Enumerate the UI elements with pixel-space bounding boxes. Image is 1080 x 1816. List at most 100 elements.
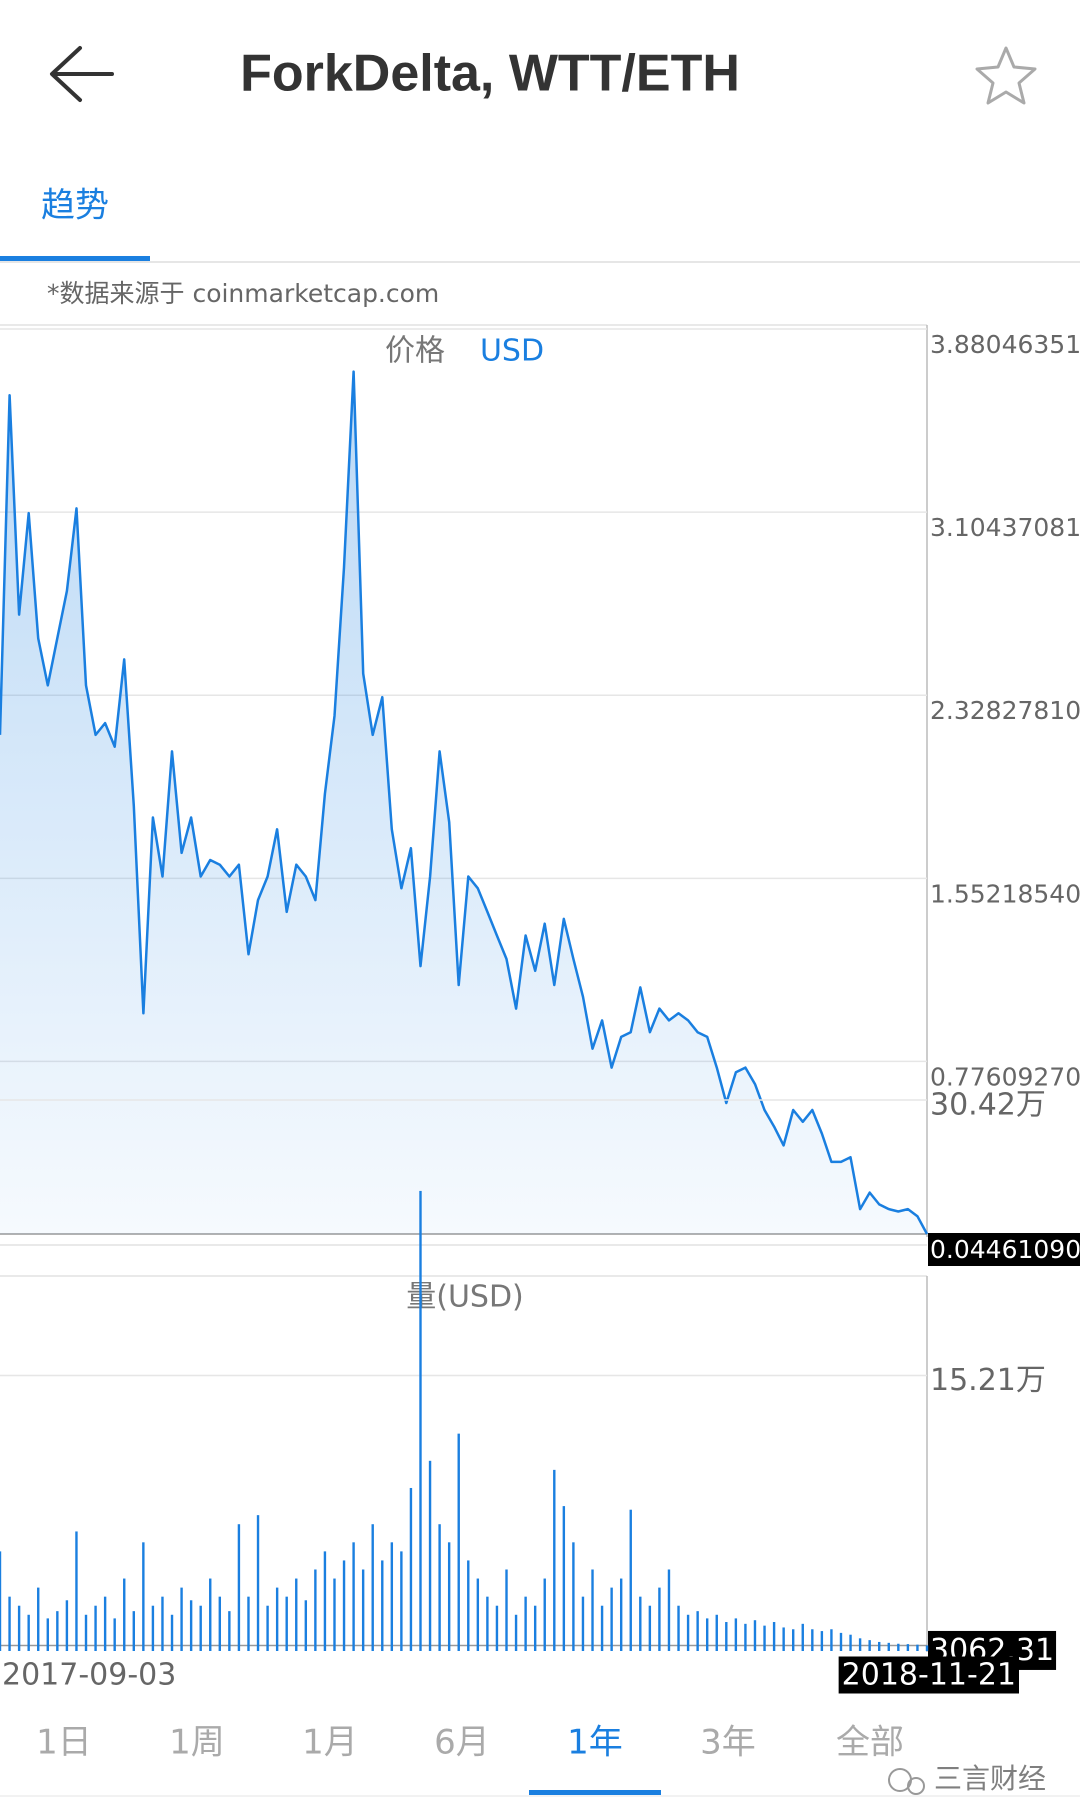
volume-bar [209, 1578, 212, 1651]
volume-bar [447, 1542, 451, 1651]
volume-bar [419, 1190, 422, 1651]
area-fill [0, 371, 927, 1235]
x-tick-label: 2018-11-21 [842, 1658, 1016, 1693]
volume-bar [400, 1551, 403, 1651]
volume-bar [562, 1506, 566, 1651]
y-tick-label: 3.88046351 [930, 330, 1080, 359]
y-tick-label: 30.42万 [930, 1088, 1046, 1123]
favorite-star[interactable] [975, 46, 1037, 105]
tab-indicator [0, 256, 150, 261]
period-option[interactable]: 1周 [169, 1723, 225, 1763]
volume-bar [304, 1600, 308, 1651]
volume-bar [772, 1622, 776, 1651]
volume-bar [438, 1524, 441, 1651]
volume-bar [639, 1596, 642, 1651]
source-note: *数据来源于 coinmarketcap.com [47, 279, 439, 308]
volume-bar [476, 1578, 480, 1651]
volume-bar [275, 1587, 279, 1651]
volume-bar [782, 1627, 785, 1651]
volume-bar [103, 1596, 107, 1651]
volume-bar [218, 1596, 222, 1651]
volume-bar [667, 1569, 671, 1651]
volume-bar [352, 1542, 355, 1651]
volume-bar [543, 1578, 546, 1651]
volume-bar [906, 1644, 910, 1651]
volume-bar [572, 1542, 575, 1651]
volume-bar [916, 1644, 919, 1651]
volume-bar [600, 1605, 604, 1651]
y-tick-label: 2.32827810 [930, 696, 1080, 725]
watermark: 三言财经 [888, 1762, 1046, 1795]
volume-bar [228, 1611, 231, 1651]
volume-bar [514, 1614, 518, 1651]
volume-bar [610, 1587, 613, 1651]
tab[interactable]: 趋势 [41, 186, 109, 226]
volume-bar [37, 1587, 40, 1651]
current-date-box [838, 1656, 1019, 1694]
volume-bar [581, 1596, 585, 1651]
volume-bar [390, 1542, 394, 1651]
y-tick-label: 1.55218540 [930, 879, 1080, 908]
volume-bar [811, 1629, 814, 1651]
period-option[interactable]: 1月 [302, 1723, 358, 1763]
x-tick-label: 2017-09-03 [2, 1658, 176, 1693]
volume-bar [151, 1605, 155, 1651]
volume-bar [266, 1605, 269, 1651]
volume-bar [677, 1605, 680, 1651]
volume-bar [533, 1605, 537, 1651]
volume-bar [381, 1560, 384, 1651]
volume-bar [524, 1596, 527, 1651]
period-option[interactable]: 6月 [434, 1723, 490, 1763]
volume-bar [84, 1614, 88, 1651]
volume-bar [237, 1524, 241, 1651]
volume-bar [56, 1611, 59, 1651]
volume-bar [314, 1569, 317, 1651]
volume-bar [705, 1618, 709, 1651]
volume-bar [409, 1487, 413, 1651]
volume-bar [189, 1600, 193, 1651]
y-tick-label: 3.10437081 [930, 513, 1080, 542]
volume-bar [925, 1645, 929, 1651]
volume-bar [123, 1578, 126, 1651]
volume-bar [342, 1560, 346, 1651]
volume-bar [467, 1560, 470, 1651]
volume-bar [113, 1618, 116, 1651]
volume-bar [744, 1623, 747, 1651]
volume-bar [285, 1596, 288, 1651]
volume-bar [428, 1460, 432, 1651]
volume-bar [830, 1629, 833, 1651]
volume-bar [247, 1596, 250, 1651]
period-option[interactable]: 1日 [36, 1723, 92, 1763]
volume-bar [648, 1605, 652, 1651]
chart-title: 价格 [385, 334, 445, 369]
chart-unit[interactable]: USD [480, 334, 544, 369]
period-option[interactable]: 1年 [567, 1723, 623, 1763]
volume-bar [65, 1600, 69, 1651]
volume-bar [734, 1618, 738, 1651]
volume-bar [629, 1509, 632, 1651]
volume-bar [486, 1596, 489, 1651]
volume-bar [27, 1614, 30, 1651]
volume-bar [142, 1542, 145, 1651]
volume-bar [0, 1551, 2, 1651]
volume-bar [658, 1587, 661, 1651]
volume-bar [591, 1569, 594, 1651]
volume-bar [619, 1578, 623, 1651]
back-button[interactable] [50, 46, 114, 102]
volume-bar [696, 1611, 699, 1651]
volume-bar [17, 1605, 21, 1651]
volume-bar [457, 1433, 460, 1651]
page-title: ForkDelta, WTT/ETH [240, 45, 740, 103]
volume-bar [878, 1641, 881, 1651]
watermark-text: 三言财经 [934, 1762, 1046, 1795]
volume-bar [75, 1531, 78, 1651]
volume-bar [180, 1587, 183, 1651]
volume-bar [849, 1634, 852, 1651]
period-option[interactable]: 全部 [836, 1723, 904, 1763]
volume-bar [725, 1622, 728, 1651]
volume-bar [763, 1625, 766, 1651]
volume-bar [371, 1524, 374, 1651]
period-option[interactable]: 3年 [700, 1723, 756, 1763]
